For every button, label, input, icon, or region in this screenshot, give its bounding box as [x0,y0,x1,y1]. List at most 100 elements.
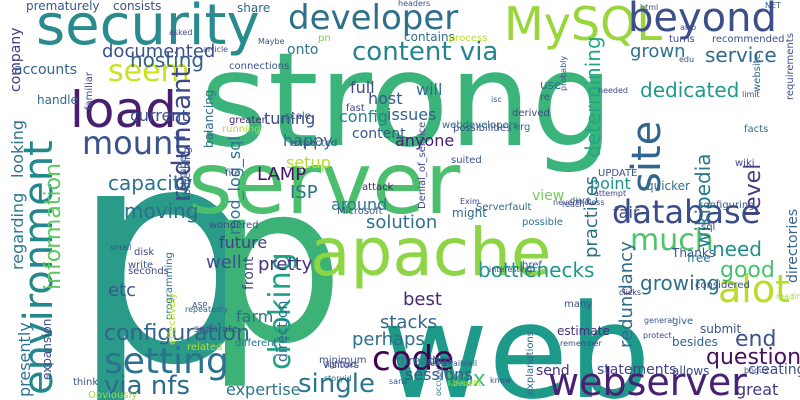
cloud-word: needed [598,86,628,95]
cloud-word: etc [108,280,136,301]
cloud-word: Exim [460,197,480,206]
cloud-word: issues [387,105,436,124]
cloud-word: Microsoft [337,206,383,217]
cloud-word: sans [389,377,407,386]
cloud-word: small [110,243,131,252]
cloud-word: pn [318,33,331,44]
cloud-word: give [672,316,693,327]
cloud-word: dedicated [640,78,739,102]
cloud-word: looking [8,120,27,178]
cloud-word: directories [785,209,800,283]
cloud-word: re [540,92,550,103]
cloud-word: turns [669,34,695,45]
cloud-word: expansion [40,319,54,380]
cloud-word: NET [765,1,781,10]
cloud-word: Denial_of_service [417,122,428,209]
cloud-word: sql [701,222,715,233]
cloud-word: determining [581,36,605,158]
cloud-word: interesting [489,265,532,274]
cloud-word: headers [398,0,430,8]
cloud-word: considered [695,280,750,291]
cloud-word: possible [522,217,563,228]
cloud-word: best [403,289,442,310]
cloud-word: will [416,80,442,99]
cloud-word: article [203,45,228,54]
cloud-word: setup [286,153,331,172]
cloud-word: regarding [8,193,27,270]
cloud-word: reading [776,292,800,301]
cloud-word: general [644,316,674,325]
cloud-word: attack [362,182,394,193]
cloud-word: UPDATE [598,168,637,179]
cloud-word: current [130,106,188,125]
cloud-word: perhaps [352,329,425,350]
cloud-word: asked [169,28,192,37]
cloud-word: configuring [698,200,755,211]
cloud-word: occupy [434,367,443,396]
cloud-word: limit [742,90,760,99]
cloud-word: documented [102,41,215,62]
cloud-word: full [350,78,375,97]
cloud-word: file [225,168,240,179]
cloud-word: many [564,299,592,310]
cloud-word: lighttpd [325,360,356,369]
cloud-word: free [687,251,711,265]
cloud-word: reach [562,200,584,209]
cloud-word: estimate [557,324,610,338]
cloud-word: benefit [453,379,481,388]
cloud-word: explanations [525,331,536,395]
cloud-word: different [235,338,278,349]
cloud-word: probably [559,56,568,91]
cloud-word: recommended [712,34,784,45]
cloud-word: clicks [619,288,641,297]
cloud-word: remember [560,339,603,348]
cloud-word: allows [672,364,709,378]
cloud-word: related [187,342,222,353]
cloud-word: storyid [324,374,352,383]
cloud-word: submit [700,322,741,336]
cloud-word: IIS [280,115,290,124]
cloud-word: fair [613,203,640,222]
cloud-word: farm [236,307,273,326]
cloud-word: contains [404,30,455,44]
cloud-word: end [735,327,776,352]
cloud-word: quicker [646,179,690,193]
cloud-word: greater [229,115,267,126]
cloud-word: familiar [84,71,95,110]
cloud-word: moving [124,199,198,223]
cloud-word: website [752,53,763,92]
cloud-word: separate [194,324,238,335]
cloud-word: sendmail [426,359,462,368]
cloud-word: great [736,380,778,399]
cloud-word: onto [287,42,319,58]
cloud-word: suited [451,155,482,166]
cloud-word: disk [134,247,154,258]
cloud-word: edu [679,55,694,64]
cloud-word: content [352,126,406,142]
cloud-word: prematurely [26,0,100,13]
cloud-word: Maybe [258,37,285,46]
cloud-word: front [241,256,257,290]
cloud-word: information [41,163,66,290]
cloud-word: fast [346,103,365,114]
cloud-word: accounts [14,62,77,78]
cloud-word: need [712,237,762,261]
cloud-word: think [73,377,98,388]
cloud-word: know [490,376,512,385]
cloud-word: send [536,363,570,379]
cloud-word: expected [291,138,337,149]
cloud-word: wiki [735,158,755,169]
cloud-word: also [680,23,696,32]
cloud-word: effectively [167,293,178,345]
cloud-word: share [237,1,270,15]
cloud-word: consists [113,0,161,13]
cloud-word: well [206,252,242,273]
cloud-word: protect [643,331,672,340]
cloud-word: derived [512,108,550,119]
cloud-word: possibilities [453,123,511,134]
cloud-word: mail [460,359,477,368]
cloud-word: ISP [290,182,318,203]
cloud-word: expertise [226,380,301,399]
